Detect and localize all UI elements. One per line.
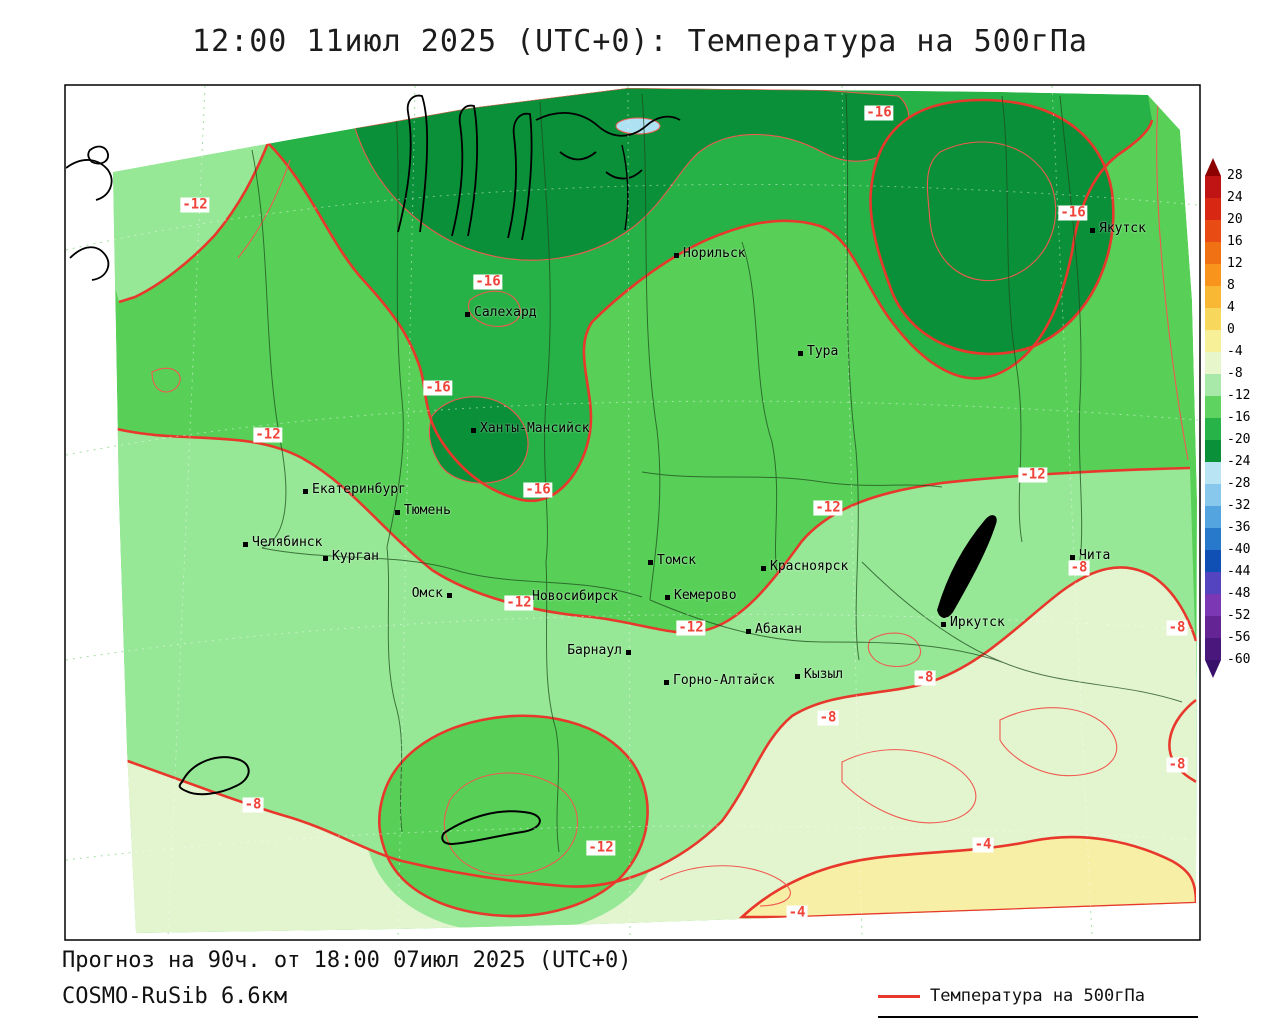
- temperature-bands: [113, 88, 1197, 933]
- colorbar-tick-label: -60: [1227, 652, 1251, 667]
- colorbar-tick-label: -52: [1227, 608, 1251, 623]
- colorbar-tick-label: -16: [1227, 410, 1251, 425]
- colorbar-cell: [1205, 418, 1221, 440]
- colorbar-cell: [1205, 462, 1221, 484]
- thin-contour-lines: [151, 101, 1189, 907]
- colorbar-arrow-down-icon: [1205, 660, 1221, 678]
- coastline: [66, 94, 997, 846]
- graticule-overlay: [113, 88, 1197, 933]
- colorbar-cell: [1205, 572, 1221, 594]
- model-info: COSMO-RuSib 6.6км: [62, 984, 288, 1009]
- colorbar-cell: [1205, 506, 1221, 528]
- colorbar-tick-label: -48: [1227, 586, 1251, 601]
- colorbar-cells: [1205, 176, 1275, 660]
- colorbar-tick-label: -44: [1227, 564, 1251, 579]
- colorbar-tick-label: 12: [1227, 256, 1243, 271]
- page-title: 12:00 11июл 2025 (UTC+0): Температура на…: [192, 24, 1088, 59]
- colorbar-tick-label: 28: [1227, 168, 1243, 183]
- colorbar-tick-label: -4: [1227, 344, 1243, 359]
- colorbar-tick-label: 20: [1227, 212, 1243, 227]
- colorbar-tick-label: -20: [1227, 432, 1251, 447]
- colorbar-cell: [1205, 242, 1221, 264]
- contour-lines: [113, 119, 1197, 888]
- admin-boundaries: [251, 93, 1183, 853]
- colorbar-tick-label: 4: [1227, 300, 1235, 315]
- colorbar-cell: [1205, 264, 1221, 286]
- colorbar-tick-label: -28: [1227, 476, 1251, 491]
- colorbar-cell: [1205, 396, 1221, 418]
- colorbar-cell: [1205, 308, 1221, 330]
- colorbar-tick-label: -12: [1227, 388, 1251, 403]
- colorbar-cell: [1205, 638, 1221, 660]
- colorbar-tick-label: -32: [1227, 498, 1251, 513]
- map-legend: Температура на 500гПа: [878, 986, 1198, 1018]
- legend-label: Температура на 500гПа: [930, 986, 1145, 1006]
- colorbar-tick-label: -56: [1227, 630, 1251, 645]
- colorbar-cell: [1205, 286, 1221, 308]
- colorbar: 28 24 20 16 12 8 4 0 -4 -8 -12 -16 -20 -24 -28 -32 -36 -4…: [1205, 158, 1275, 678]
- colorbar-tick-label: -40: [1227, 542, 1251, 557]
- colorbar-cell: [1205, 374, 1221, 396]
- colorbar-cell: [1205, 594, 1221, 616]
- colorbar-cell: [1205, 440, 1221, 462]
- colorbar-tick-label: -24: [1227, 454, 1251, 469]
- colorbar-tick-label: 8: [1227, 278, 1235, 293]
- forecast-info: Прогноз на 90ч. от 18:00 07июл 2025 (UTC…: [62, 948, 632, 973]
- colorbar-cell: [1205, 330, 1221, 352]
- colorbar-cell: [1205, 528, 1221, 550]
- colorbar-cell: [1205, 616, 1221, 638]
- colorbar-tick-label: -36: [1227, 520, 1251, 535]
- colorbar-tick-label: 16: [1227, 234, 1243, 249]
- lake-baikal: [937, 515, 997, 618]
- colorbar-cell: [1205, 176, 1221, 198]
- colorbar-cell: [1205, 484, 1221, 506]
- colorbar-cell: [1205, 220, 1221, 242]
- colorbar-arrow-up-icon: [1205, 158, 1221, 176]
- colorbar-cell: [1205, 198, 1221, 220]
- colorbar-tick-label: 0: [1227, 322, 1235, 337]
- colorbar-tick-label: -8: [1227, 366, 1243, 381]
- colorbar-cell: [1205, 550, 1221, 572]
- map-frame-border: [64, 84, 1201, 941]
- colorbar-tick-label: 24: [1227, 190, 1243, 205]
- temperature-contour-sample-line: [878, 994, 920, 998]
- colorbar-cell: [1205, 352, 1221, 374]
